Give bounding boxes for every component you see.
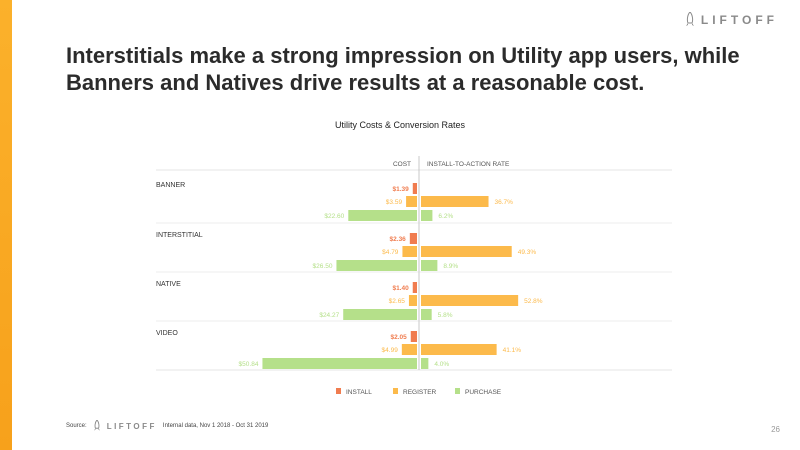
cost-bar bbox=[406, 196, 417, 207]
rate-bar bbox=[421, 309, 432, 320]
rate-bar bbox=[421, 344, 497, 355]
chart-title: Utility Costs & Conversion Rates bbox=[334, 120, 466, 130]
rate-bar bbox=[421, 295, 519, 306]
cost-bar bbox=[410, 331, 417, 342]
cost-bar bbox=[408, 295, 417, 306]
cost-label: $2.05 bbox=[390, 334, 407, 341]
cost-label: $3.59 bbox=[386, 199, 403, 206]
cost-label: $4.79 bbox=[382, 249, 399, 256]
page-number: 26 bbox=[771, 425, 780, 434]
cost-bar bbox=[343, 309, 417, 320]
cost-bar bbox=[401, 344, 417, 355]
rate-label: 8.9% bbox=[443, 263, 458, 270]
cost-bar bbox=[412, 183, 417, 194]
rate-header: INSTALL-TO-ACTION RATE bbox=[427, 161, 510, 168]
brand-wordmark: LIFTOFF bbox=[700, 13, 778, 27]
legend-label: INSTALL bbox=[346, 389, 372, 396]
cost-label: $2.65 bbox=[389, 298, 406, 305]
category-label: BANNER bbox=[156, 182, 185, 189]
cost-bar bbox=[409, 233, 417, 244]
rate-bar bbox=[421, 358, 429, 369]
category-label: VIDEO bbox=[156, 330, 178, 337]
legend-swatch bbox=[455, 388, 460, 394]
cost-label: $2.36 bbox=[390, 236, 407, 243]
source-label: Source: bbox=[66, 423, 87, 429]
accent-sidebar-bar bbox=[0, 0, 12, 450]
rate-label: 5.8% bbox=[438, 312, 453, 319]
legend-swatch bbox=[336, 388, 341, 394]
liftoff-logo: LIFTOFF bbox=[685, 12, 778, 28]
cost-bar bbox=[402, 246, 417, 257]
rate-label: 36.7% bbox=[495, 199, 514, 206]
legend-label: PURCHASE bbox=[465, 389, 502, 396]
cost-header: COST bbox=[393, 161, 411, 168]
cost-label: $24.27 bbox=[319, 312, 339, 319]
category-label: INTERSTITIAL bbox=[156, 232, 203, 239]
rocket-icon bbox=[685, 12, 694, 26]
legend-label: REGISTER bbox=[403, 389, 437, 396]
cost-bar bbox=[262, 358, 417, 369]
cost-label: $22.60 bbox=[324, 213, 344, 220]
legend-swatch bbox=[393, 388, 398, 394]
rate-bar bbox=[421, 246, 512, 257]
footer: Source: LIFTOFF Internal data, Nov 1 201… bbox=[66, 420, 268, 432]
source-note: Internal data, Nov 1 2018 - Oct 31 2019 bbox=[162, 423, 269, 429]
cost-label: $4.99 bbox=[382, 347, 399, 354]
page-headline: Interstitials make a strong impression o… bbox=[66, 43, 740, 95]
cost-label: $1.40 bbox=[392, 285, 409, 292]
cost-bar bbox=[336, 260, 417, 271]
rate-bar bbox=[421, 210, 433, 221]
cost-label: $26.50 bbox=[313, 263, 333, 270]
cost-label: $50.84 bbox=[239, 361, 259, 368]
cost-bar bbox=[348, 210, 417, 221]
rocket-icon bbox=[93, 420, 100, 431]
category-label: NATIVE bbox=[156, 281, 181, 288]
rate-bar bbox=[421, 260, 438, 271]
rate-label: 41.1% bbox=[503, 347, 522, 354]
rate-label: 49.3% bbox=[518, 249, 537, 256]
rate-label: 52.8% bbox=[524, 298, 543, 305]
footer-brand: LIFTOFF bbox=[106, 421, 157, 431]
cost-rate-chart: COST INSTALL-TO-ACTION RATE BANNER $1.39 $3.… bbox=[156, 156, 672, 396]
rate-label: 4.0% bbox=[434, 361, 449, 368]
rate-label: 6.2% bbox=[438, 213, 453, 220]
rate-bar bbox=[421, 196, 489, 207]
cost-bar bbox=[412, 282, 417, 293]
cost-label: $1.39 bbox=[392, 186, 409, 193]
